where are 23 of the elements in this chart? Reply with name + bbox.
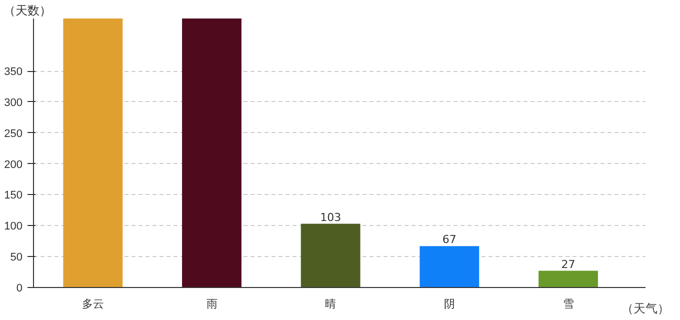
x-axis-title: （天气） <box>622 302 670 316</box>
y-tick-label: 100 <box>4 220 23 233</box>
data-label: 103 <box>320 210 342 224</box>
bar <box>63 18 123 288</box>
y-tick-label: 250 <box>4 128 23 140</box>
bar <box>420 246 480 288</box>
y-axis-title: （天数） <box>4 4 52 18</box>
y-tick-label: 0 <box>16 282 23 294</box>
y-tick-label: 50 <box>10 252 23 264</box>
bar <box>182 18 242 288</box>
data-label: 27 <box>561 258 576 271</box>
x-tick-label: 晴 <box>325 298 336 310</box>
x-tick-label: 阴 <box>444 298 455 310</box>
bar <box>300 224 360 288</box>
y-tick-label: 350 <box>4 66 23 78</box>
x-tick-label: 雨 <box>206 298 218 310</box>
y-tick-label: 150 <box>4 190 23 202</box>
bar <box>538 270 598 288</box>
y-tick-label: 200 <box>4 158 23 171</box>
x-tick-label: 雪 <box>562 298 574 310</box>
data-label: 67 <box>442 233 456 246</box>
x-tick-label: 多云 <box>82 298 104 310</box>
y-tick-label: 300 <box>4 96 23 109</box>
